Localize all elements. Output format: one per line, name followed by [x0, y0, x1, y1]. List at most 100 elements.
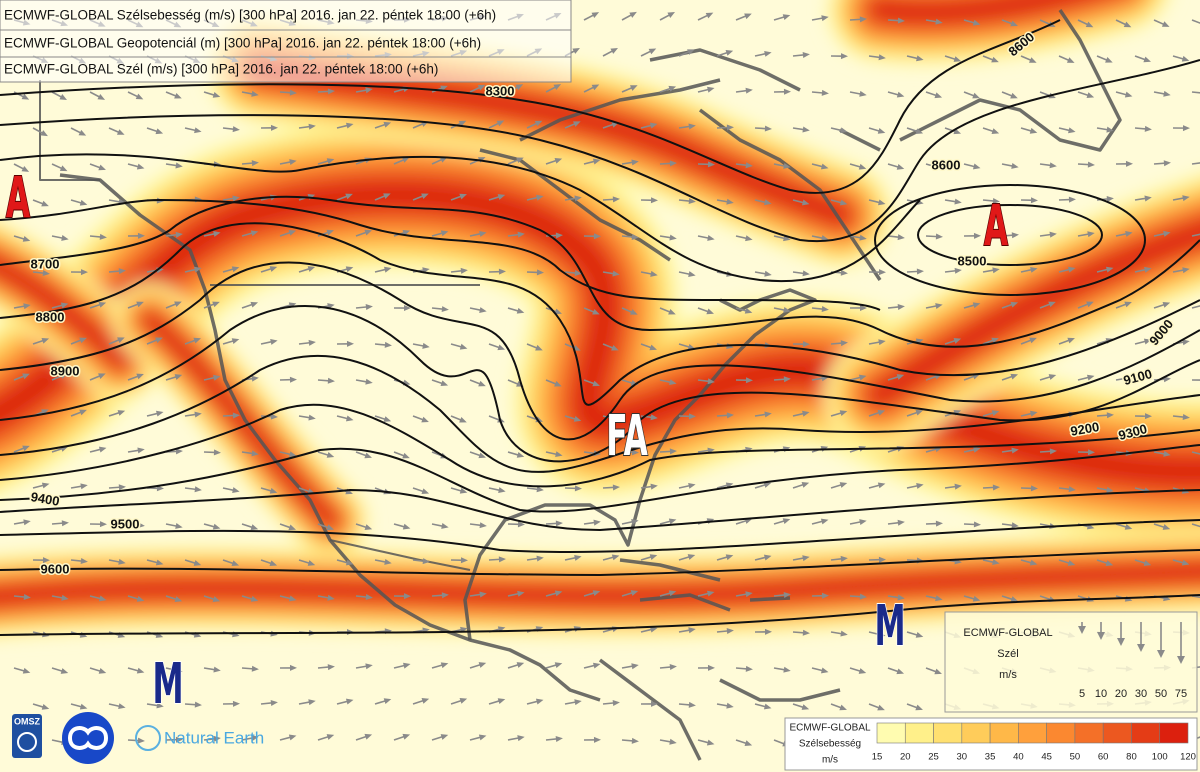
wind-arrow	[678, 198, 696, 205]
wind-arrow	[640, 700, 658, 707]
wind-arrow	[659, 234, 677, 241]
wind-arrow	[336, 415, 354, 422]
wind-arrow	[697, 161, 715, 168]
wind-arrow	[830, 53, 848, 60]
wind-arrow-head	[896, 164, 905, 170]
wind-arrow-head	[1049, 448, 1057, 455]
wind-arrow	[868, 482, 886, 489]
wind-arrow	[887, 303, 905, 310]
wind-arrow-head	[802, 341, 810, 348]
header: ECMWF-GLOBAL Szélsebesség (m/s) [300 hPa…	[0, 0, 572, 83]
wind-arrow	[640, 270, 658, 277]
wind-arrow	[127, 447, 145, 454]
wind-arrow	[165, 231, 183, 238]
wind-arrow	[412, 342, 430, 349]
wind-arrow	[925, 18, 943, 25]
wind-arrow	[450, 343, 468, 350]
wind-arrow	[868, 269, 886, 276]
wind-arrow	[925, 91, 943, 99]
wind-arrow-head	[726, 412, 734, 419]
wind-arrow-head	[175, 231, 183, 238]
wind-arrow	[659, 518, 677, 525]
wind-arrow	[241, 160, 259, 167]
logos: OMSZ Natural Earth	[12, 712, 264, 764]
wind-arrow-head	[270, 413, 278, 420]
wind-arrow-head	[707, 86, 715, 93]
wind-arrow	[70, 703, 88, 710]
wind-arrow	[1001, 447, 1019, 454]
wind-arrow	[279, 595, 297, 602]
wind-arrow	[621, 85, 638, 93]
wind-arrow-head	[667, 12, 676, 18]
wind-arrow	[754, 411, 772, 418]
wind-arrow	[203, 523, 221, 530]
wind-arrow	[146, 410, 164, 417]
wind-arrow	[583, 84, 600, 93]
wind-arrow	[393, 451, 410, 459]
wind-arrow-head	[764, 411, 772, 418]
wind-arrow-head	[591, 84, 600, 91]
wind-arrow	[355, 229, 372, 237]
wind-arrow-head	[631, 663, 639, 670]
wind-arrow-head	[572, 47, 580, 54]
wind-arrow	[412, 487, 430, 495]
wind-arrow-head	[630, 85, 638, 91]
wind-arrow-head	[97, 93, 106, 100]
wind-arrow-head	[270, 699, 278, 706]
wind-arrow	[1191, 379, 1200, 381]
wind-arrow-head	[41, 704, 50, 710]
wind-arrow-head	[972, 92, 980, 99]
wind-arrow-head	[269, 560, 278, 567]
wind-arrow-head	[1010, 92, 1018, 99]
wind-arrow-head	[858, 163, 867, 170]
contour-line	[0, 354, 1200, 473]
wind-arrow-head	[232, 412, 240, 419]
header-line: ECMWF-GLOBAL Szélsebesség (m/s) [300 hPa…	[4, 8, 496, 23]
color-swatch	[1046, 722, 1076, 744]
wind-arrow-head	[60, 668, 69, 674]
wind-arrow	[583, 590, 601, 597]
wind-arrow-head	[877, 482, 886, 489]
wind-arrow	[830, 340, 848, 347]
wind-arrow	[716, 50, 734, 57]
wind-arrow-head	[21, 93, 30, 100]
contour-line	[0, 261, 1200, 441]
wind-arrow-head	[859, 16, 867, 23]
contour-line	[0, 195, 1200, 348]
wind-arrow-head	[479, 230, 487, 237]
wind-arrow-head	[896, 668, 905, 675]
wind-arrow-head	[534, 120, 543, 127]
wind-arrow	[89, 521, 107, 528]
wind-arrow-head	[517, 590, 525, 597]
wind-arrow-head	[783, 376, 791, 383]
wind-arrow-head	[459, 416, 467, 423]
wind-arrow-head	[326, 158, 335, 165]
wind-arrow	[697, 378, 715, 385]
wind-arrow	[374, 193, 391, 201]
wind-arrow-head	[118, 558, 126, 565]
wind-arrow-head	[439, 156, 448, 163]
wind-arrow-head	[136, 667, 145, 674]
wind-arrow-shaft	[1191, 451, 1200, 455]
wind-arrow	[792, 703, 810, 710]
wind-arrow-head	[668, 518, 677, 525]
wind-arrow-head	[915, 631, 924, 638]
wind-arrow	[963, 163, 981, 170]
wind-arrow-head	[668, 590, 677, 597]
wind-arrow-head	[764, 125, 772, 132]
wind-arrow	[1039, 162, 1057, 169]
wind-arrow-head	[649, 122, 658, 129]
wind-arrow-head	[726, 628, 734, 635]
wind-arrow	[982, 559, 1000, 566]
wind-arrow-head	[840, 53, 848, 60]
wind-arrow-head	[745, 591, 753, 598]
wind-arrow-head	[1105, 57, 1113, 63]
wind-arrow-head	[688, 123, 696, 130]
wind-arrow	[564, 485, 582, 492]
wind-arrow-head	[555, 735, 563, 742]
wind-arrow-head	[1068, 266, 1076, 273]
wind-arrow-head	[725, 554, 734, 561]
wind-arrow	[1001, 19, 1018, 27]
wind-arrow-head	[250, 301, 259, 308]
wind-arrow-head	[516, 157, 524, 164]
